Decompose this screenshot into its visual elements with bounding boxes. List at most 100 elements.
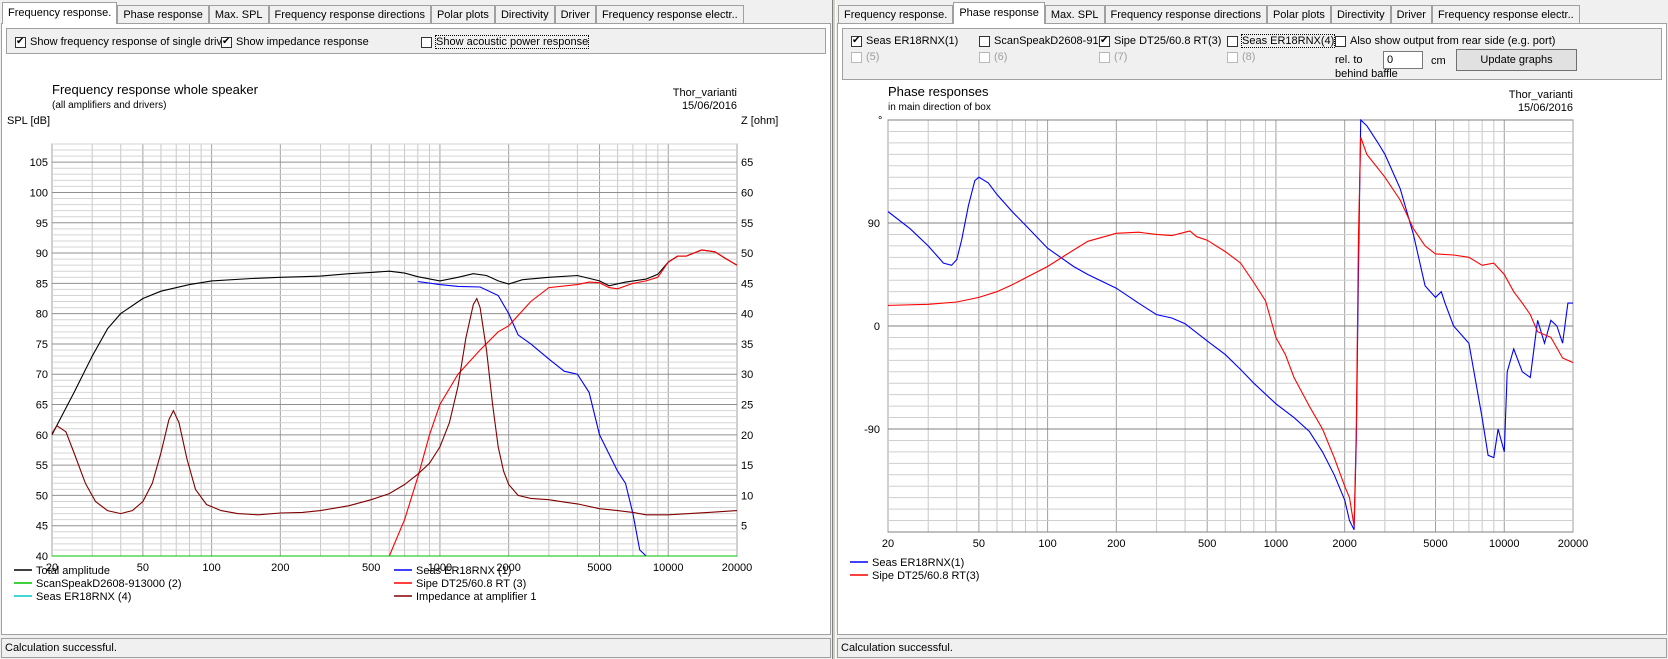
update-graphs-button[interactable]: Update graphs [1456,49,1577,71]
distance-unit: cm [1431,55,1446,67]
tab-frequency-response[interactable]: Frequency response. [2,2,118,24]
checkbox-label: (7) [1114,51,1128,63]
tab-strip: Frequency response. Phase response Max. SP… [838,2,1580,24]
y-tick-label: 75 [36,339,48,351]
show-impedance-checkbox[interactable]: Show impedance response [221,35,369,49]
x-tick-label: 10000 [1489,538,1520,550]
tab-polar-plots[interactable]: Polar plots [1266,5,1331,24]
chart-title: Frequency response whole speaker [52,82,259,97]
tab-content: Also show output from rear side (e.g. po… [837,23,1667,635]
rear-output-checkbox[interactable]: Also show output from rear side (e.g. po… [1335,35,1555,47]
checkbox-label: (8) [1242,51,1256,63]
checkbox-label: (5) [866,51,880,63]
tab-directivity[interactable]: Directivity [1330,5,1391,24]
tab-phase-response[interactable]: Phase response [117,5,209,24]
checkbox-box[interactable] [851,51,862,63]
options-box: Show frequency response of single drive … [6,28,826,54]
legend-entry: Total amplitude [36,565,110,577]
driver-checkbox-5[interactable]: (5) [851,51,879,63]
tab-frequency-response[interactable]: Frequency response. [838,5,954,24]
y-tick-label: 45 [36,521,48,533]
checkbox-label: Seas ER18RNX(1) [866,35,959,47]
y2-tick-label: 45 [741,278,753,290]
checkbox-label: Show frequency response of single drive [30,36,229,48]
checkbox-box[interactable] [1099,51,1110,63]
checkbox-box[interactable] [1227,35,1238,47]
checkbox-box[interactable] [851,34,862,48]
driver-checkbox-3[interactable]: Sipe DT25/60.8 RT(3) [1099,34,1221,48]
tab-max-spl[interactable]: Max. SPL [1044,5,1105,24]
y-tick-label: 60 [36,430,48,442]
corner-label: Thor_varianti [1509,89,1573,101]
tab-content: Show frequency response of single drive … [1,23,831,635]
tab-frequency-response-electr[interactable]: Frequency response electr.. [595,5,744,24]
driver-checkbox-6[interactable]: (6) [979,51,1007,63]
chart-date: 15/06/2016 [1518,102,1573,114]
tab-frequency-response-directions[interactable]: Frequency response directions [268,5,431,24]
corner-label: Thor_varianti [673,87,737,99]
y-tick-label: 55 [36,460,48,472]
y2-tick-label: 30 [741,369,753,381]
driver-checkbox-2[interactable]: ScanSpeakD2608-913 [979,35,1105,47]
y2-tick-label: 50 [741,248,753,260]
checkbox-label: Also show output from rear side (e.g. po… [1350,35,1556,47]
chart-date: 15/06/2016 [682,100,737,112]
x-tick-label: 20000 [722,562,753,574]
y-tick-label: 40 [36,551,48,563]
series-line [51,297,738,516]
x-tick-label: 5000 [587,562,611,574]
driver-checkbox-1[interactable]: Seas ER18RNX(1) [851,34,959,48]
x-tick-label: 200 [271,562,289,574]
frequency-response-chart: Frequency response whole speaker (all amp… [7,82,778,603]
checkbox-label: Seas ER18RNX(4) [1240,34,1336,48]
x-tick-label: 500 [1198,538,1216,550]
legend-entry: Sipe DT25/60.8 RT(3) [872,570,979,582]
x-tick-label: 1000 [428,562,452,574]
y-tick-label: 85 [36,278,48,290]
checkbox-label: (6) [994,51,1008,63]
tab-driver[interactable]: Driver [1390,5,1432,24]
y2-tick-label: 10 [741,490,753,502]
checkbox-box[interactable] [15,35,26,49]
y2-tick-label: 65 [741,157,753,169]
tab-directivity[interactable]: Directivity [494,5,555,24]
driver-checkbox-4[interactable]: Seas ER18RNX(4) [1227,34,1336,48]
y-tick-label: 100 [30,187,48,199]
x-tick-label: 20 [46,562,58,574]
tab-frequency-response-directions[interactable]: Frequency response directions [1104,5,1267,24]
tab-polar-plots[interactable]: Polar plots [430,5,495,24]
checkbox-box[interactable] [221,35,232,49]
show-acoustic-power-checkbox[interactable]: Show acoustic power response [421,35,590,49]
status-bar: Calculation successful. [837,638,1667,658]
x-tick-label: 20 [882,538,894,550]
checkbox-box[interactable] [421,36,432,48]
checkbox-box[interactable] [1227,51,1238,63]
y-tick-label: 90 [868,218,880,230]
checkbox-box[interactable] [979,51,990,63]
y2-tick-label: 20 [741,430,753,442]
driver-checkbox-7[interactable]: (7) [1099,51,1127,63]
y-tick-label: 65 [36,400,48,412]
y-tick-label: 50 [36,490,48,502]
tab-driver[interactable]: Driver [554,5,596,24]
checkbox-box[interactable] [979,35,990,47]
x-tick-label: 100 [1038,538,1056,550]
driver-checkbox-8[interactable]: (8) [1227,51,1255,63]
legend-entry: Sipe DT25/60.8 RT (3) [416,578,526,590]
series-line [51,249,738,436]
x-tick-label: 5000 [1423,538,1447,550]
legend-entry: Seas ER18RNX(1) [872,557,964,569]
tab-phase-response[interactable]: Phase response [953,2,1045,24]
checkbox-box[interactable] [1335,35,1346,47]
y-tick-label: 105 [30,157,48,169]
show-single-drive-checkbox[interactable]: Show frequency response of single drive [15,35,229,49]
checkbox-box[interactable] [1099,34,1110,48]
tab-frequency-response-electr[interactable]: Frequency response electr.. [1431,5,1580,24]
y2-tick-label: 35 [741,339,753,351]
y2-tick-label: 25 [741,400,753,412]
rel-to-label: rel. to [1335,54,1363,66]
y2-axis-label: Z [ohm] [741,115,778,127]
tab-max-spl[interactable]: Max. SPL [208,5,269,24]
pane-splitter[interactable] [832,0,836,659]
distance-input[interactable]: 0 [1383,51,1423,69]
